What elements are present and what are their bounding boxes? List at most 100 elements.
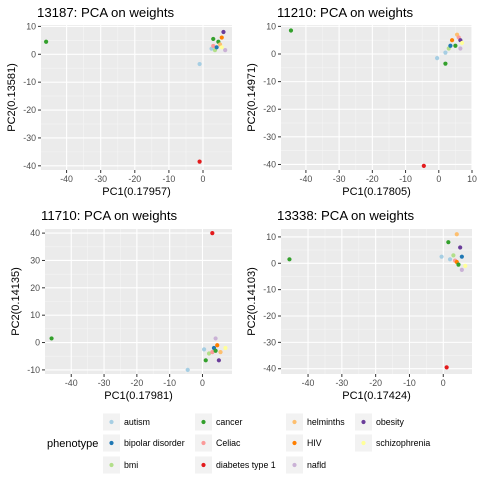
data-point-autism bbox=[439, 254, 444, 259]
panel-2: -40 -30 -20 -10 0 10 10 0 -10 -20 -30 -40 11210: PCA… bbox=[246, 5, 477, 198]
legend-swatch bbox=[109, 419, 114, 425]
data-point-cancer bbox=[211, 36, 216, 42]
tick-label-x: -10 bbox=[403, 378, 416, 388]
tick-label-y: 20 bbox=[30, 283, 40, 293]
tick-label-x: -30 bbox=[98, 378, 111, 388]
data-point-autism bbox=[447, 257, 453, 262]
data-point-cancer bbox=[446, 240, 451, 245]
tick-label-y: 10 bbox=[30, 310, 40, 320]
legend-label: nafld bbox=[307, 460, 326, 470]
data-point-cancer bbox=[453, 43, 458, 48]
legend-item-nafld: nafld bbox=[286, 456, 326, 474]
data-point-nafld bbox=[223, 47, 228, 53]
legend-item-bmi: bmi bbox=[103, 456, 138, 474]
tick-label-x: 0 bbox=[201, 174, 206, 184]
panel-title: 11710: PCA on weights bbox=[41, 208, 178, 223]
legend-swatch bbox=[292, 440, 297, 446]
tick-label-y: -10 bbox=[263, 77, 276, 87]
legend-swatch bbox=[109, 440, 114, 446]
data-point-bipolar-disorder bbox=[448, 43, 453, 48]
panel-3: -40 -30 -20 -10 0 40 30 20 10 0 -10 11710: PCA on w… bbox=[10, 208, 232, 402]
data-point-celiac bbox=[210, 350, 215, 355]
data-point-nafld bbox=[213, 336, 218, 341]
tick-label-x: 10 bbox=[467, 174, 477, 184]
legend-label: helminths bbox=[307, 417, 345, 427]
tick-label-y: 0 bbox=[31, 49, 36, 59]
data-point-bipolar-disorder bbox=[214, 45, 219, 50]
tick-label-x: -10 bbox=[163, 378, 176, 388]
data-point-schizophrenia bbox=[223, 345, 228, 351]
x-axis-title: PC1(0.17957) bbox=[102, 186, 171, 198]
tick-label-y: -10 bbox=[27, 365, 40, 375]
legend-label: bipolar disorder bbox=[124, 438, 185, 448]
data-point-schizophrenia bbox=[463, 263, 468, 269]
tick-label-x: 0 bbox=[441, 378, 446, 388]
tick-label-y: -20 bbox=[263, 311, 276, 321]
data-point-bmi bbox=[451, 253, 456, 258]
legend-swatch bbox=[292, 462, 297, 468]
tick-label-x: -40 bbox=[65, 378, 78, 388]
data-point-cancer bbox=[203, 358, 208, 363]
tick-label-y: 0 bbox=[271, 258, 276, 268]
tick-label-y: -10 bbox=[263, 285, 276, 295]
data-point-diabetes-type-1 bbox=[197, 159, 202, 164]
x-axis-title: PC1(0.17424) bbox=[342, 390, 411, 402]
data-point-celiac bbox=[211, 43, 216, 49]
legend-item-hiv: HIV bbox=[286, 434, 322, 452]
legend-title: phenotype bbox=[47, 438, 98, 450]
tick-label-y: -40 bbox=[23, 161, 36, 171]
data-point-autism bbox=[435, 56, 440, 61]
legend-label: diabetes type 1 bbox=[216, 460, 276, 470]
legend-item-schizophrenia: schizophrenia bbox=[355, 434, 430, 452]
legend-swatch bbox=[361, 419, 366, 425]
legend-label: Celiac bbox=[216, 438, 241, 448]
panel-title: 13338: PCA on weights bbox=[277, 208, 415, 223]
plot-background bbox=[281, 229, 472, 374]
data-point-cancer bbox=[288, 28, 294, 33]
legend-swatch bbox=[201, 419, 206, 425]
legend-item-cancer: cancer bbox=[195, 413, 242, 431]
data-point-hiv bbox=[215, 343, 220, 348]
data-point-helminths bbox=[218, 350, 223, 355]
tick-label-x: -20 bbox=[366, 174, 379, 184]
legend-item-celiac: Celiac bbox=[195, 434, 241, 452]
tick-label-y: 0 bbox=[271, 49, 276, 59]
data-point-diabetes-type-1 bbox=[421, 163, 426, 168]
panel-4: -40 -30 -20 -10 0 10 0 -10 -20 -30 -40 13338: PCA o… bbox=[246, 208, 472, 402]
data-point-cancer bbox=[287, 257, 292, 262]
tick-label-x: -20 bbox=[128, 174, 141, 184]
tick-label-y: -40 bbox=[263, 364, 276, 374]
tick-label-y: 40 bbox=[30, 228, 40, 238]
legend-label: obesity bbox=[376, 417, 404, 427]
y-axis-title: PC2(0.14971) bbox=[246, 63, 258, 132]
tick-label-x: -30 bbox=[335, 378, 348, 388]
tick-label-x: -40 bbox=[302, 378, 315, 388]
y-axis-title: PC2(0.14135) bbox=[10, 267, 22, 336]
data-point-cancer bbox=[456, 262, 461, 267]
data-point-autism bbox=[185, 367, 190, 372]
data-point-helminths bbox=[454, 232, 459, 237]
data-point-hiv bbox=[449, 38, 455, 43]
tick-label-y: 0 bbox=[35, 338, 40, 348]
data-point-cancer bbox=[443, 61, 448, 66]
legend-item-obesity: obesity bbox=[355, 413, 404, 431]
panel-title: 13187: PCA on weights bbox=[37, 5, 175, 20]
tick-label-y: -20 bbox=[263, 104, 276, 114]
legend-swatch bbox=[201, 462, 206, 468]
data-point-obesity bbox=[458, 245, 463, 250]
data-point-autism bbox=[443, 50, 448, 55]
legend-swatch bbox=[201, 440, 206, 446]
plot-background bbox=[41, 25, 232, 170]
data-point-obesity bbox=[216, 358, 221, 363]
panel-title: 11210: PCA on weights bbox=[277, 5, 414, 20]
panel-1: -40 -30 -20 -10 0 10 0 -10 -20 -30 -40 13187: PCA o… bbox=[6, 5, 232, 198]
legend-item-autism: autism bbox=[103, 413, 150, 431]
data-point-diabetes-type-1 bbox=[444, 365, 449, 370]
tick-label-y: -40 bbox=[263, 159, 276, 169]
tick-label-y: -20 bbox=[23, 105, 36, 115]
tick-label-y: 10 bbox=[26, 21, 36, 31]
legend-label: cancer bbox=[216, 417, 242, 427]
data-point-obesity bbox=[221, 29, 226, 35]
data-point-nafld bbox=[458, 46, 463, 51]
